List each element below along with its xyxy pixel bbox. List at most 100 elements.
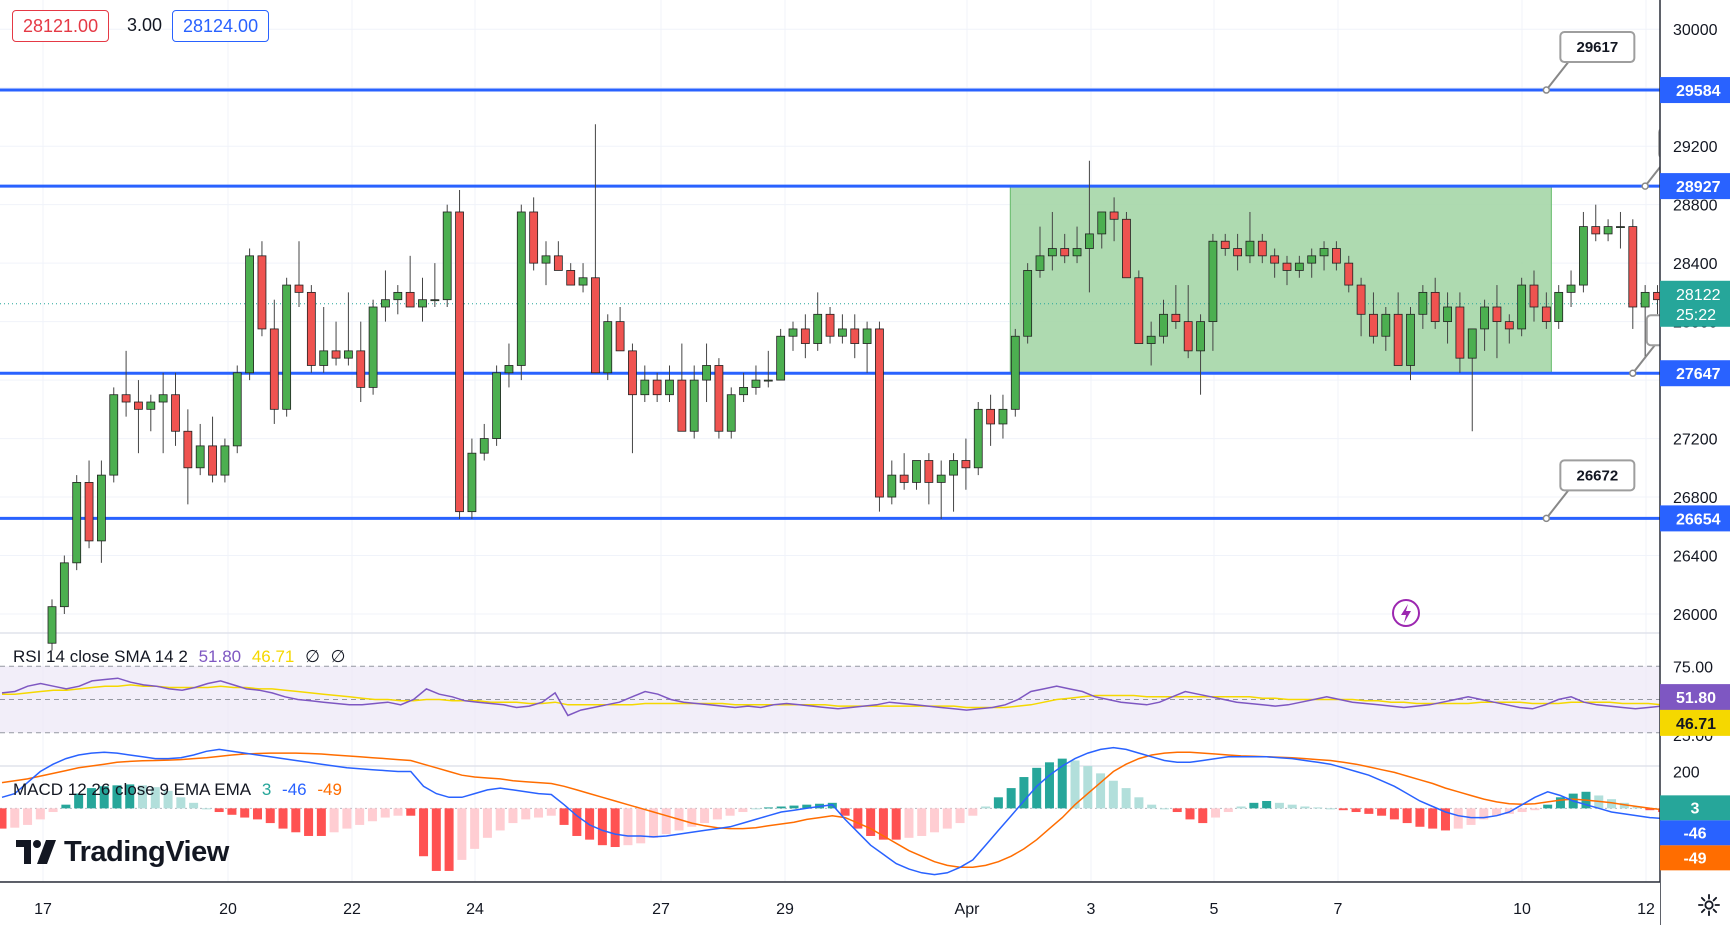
candle-body <box>282 284 292 410</box>
macd-histogram-bar <box>431 808 441 871</box>
macd-histogram-bar <box>329 808 339 833</box>
callout-anchor <box>1542 86 1551 94</box>
candle-body <box>195 445 205 469</box>
candle-body <box>1381 313 1391 337</box>
macd-histogram-bar <box>1262 800 1272 809</box>
macd-histogram-bar <box>10 808 20 828</box>
macd-histogram-bar <box>1440 808 1450 831</box>
tradingview-logo[interactable]: TradingView <box>16 836 229 868</box>
macd-histogram-bar <box>1543 804 1553 809</box>
candle-body <box>232 372 242 447</box>
macd-histogram-bar <box>265 808 275 824</box>
candle-body <box>1196 321 1205 352</box>
candle-body <box>936 474 946 483</box>
macd-histogram-bar <box>891 808 901 840</box>
rsi-legend-empty-2: ∅ <box>330 647 346 666</box>
candle-body <box>973 408 983 469</box>
callout-box <box>1559 459 1636 492</box>
time-tick-label: 20 <box>219 901 237 918</box>
macd-histogram-bar <box>1530 808 1540 811</box>
macd-histogram-bar <box>227 808 237 815</box>
price-tick-label: 28400 <box>1673 256 1718 273</box>
macd-histogram-bar <box>201 808 211 810</box>
candle-body <box>1344 262 1354 286</box>
price-tick-label: 29200 <box>1673 139 1718 156</box>
macd-histogram-bar <box>738 808 748 813</box>
callout-box <box>1559 31 1636 64</box>
candles-group <box>47 124 1730 651</box>
candle-body <box>208 445 217 476</box>
candle-body <box>1282 262 1292 271</box>
candle-body <box>319 350 329 366</box>
candle-body <box>1579 226 1588 286</box>
macd-histogram-bar <box>1083 766 1093 809</box>
candle-body <box>1504 321 1514 330</box>
candle-body <box>59 562 69 608</box>
candle-body <box>171 394 180 432</box>
rsi-tick-label: 75.00 <box>1673 659 1713 676</box>
macd-histogram-bar <box>1249 802 1259 809</box>
level-axis-label: 26654 <box>1676 511 1721 528</box>
macd-histogram-bar <box>1326 808 1336 810</box>
macd-histogram-bar <box>1185 808 1195 820</box>
candle-body <box>492 372 502 439</box>
candle-body <box>1183 321 1193 352</box>
candle-body <box>257 255 267 330</box>
candle-body <box>961 460 971 469</box>
rsi-legend[interactable]: RSI 14 close SMA 14 2 51.80 46.71 ∅ ∅ <box>13 647 351 667</box>
macd-histogram-bar <box>1389 808 1399 820</box>
candle-body <box>1455 306 1465 359</box>
macd-histogram-bar <box>367 808 377 822</box>
candle-body <box>1517 284 1527 330</box>
candle-body <box>751 379 761 388</box>
candle-body <box>825 313 835 337</box>
rsi-sma-line <box>2 684 1730 709</box>
macd-histogram-bar <box>1313 807 1323 809</box>
macd-histogram-bar <box>725 808 735 816</box>
time-tick-label: 17 <box>34 901 52 918</box>
macd-histogram-bar <box>648 808 658 838</box>
price-tick-label: 28800 <box>1673 198 1718 215</box>
callout-pointer <box>1545 489 1570 520</box>
gear-icon[interactable] <box>1698 894 1720 916</box>
macd-histogram-bar <box>981 806 991 809</box>
macd-histogram-bar <box>1645 808 1655 811</box>
candle-body <box>504 365 514 374</box>
macd-histogram-bar <box>163 790 173 809</box>
ask-price-button[interactable]: 28124.00 <box>172 10 270 42</box>
macd-legend[interactable]: MACD 12 26 close 9 EMA EMA 3 -46 -49 <box>13 780 348 800</box>
macd-histogram-bar <box>636 808 646 844</box>
candle-body <box>800 328 810 344</box>
candle-body <box>1529 284 1539 308</box>
candle-body <box>121 394 131 403</box>
candle-body <box>862 328 872 344</box>
macd-histogram-bar <box>687 808 697 827</box>
candle-body <box>245 255 255 374</box>
candle-body <box>1541 306 1551 323</box>
macd-histogram-bar <box>316 808 326 836</box>
macd-histogram-bar <box>840 808 850 816</box>
time-tick-label: 10 <box>1513 901 1531 918</box>
candle-body <box>1146 335 1156 344</box>
price-axis-bg <box>1660 0 1730 925</box>
macd-histogram-bar <box>1044 762 1054 809</box>
bid-price-button[interactable]: 28121.00 <box>12 10 110 42</box>
macd-histogram-bar <box>1198 808 1208 824</box>
time-axis-bg <box>0 882 1660 925</box>
macd-histogram-bar <box>661 808 671 835</box>
candle-body <box>331 350 341 359</box>
macd-histogram-bar <box>866 808 876 836</box>
time-tick-label: 29 <box>776 901 794 918</box>
callout-pointer <box>1632 344 1656 374</box>
candle-body <box>72 482 82 564</box>
price-tick-label: 26400 <box>1673 549 1718 566</box>
macd-histogram-bar <box>1019 777 1029 809</box>
candle-body <box>1159 313 1168 337</box>
lightning-icon <box>1401 604 1411 623</box>
macd-histogram-bar <box>623 808 633 846</box>
macd-tick-label: 200 <box>1673 765 1700 782</box>
rsi-sma-value-label-bg <box>1660 709 1730 736</box>
macd-histogram-bar <box>176 797 186 809</box>
